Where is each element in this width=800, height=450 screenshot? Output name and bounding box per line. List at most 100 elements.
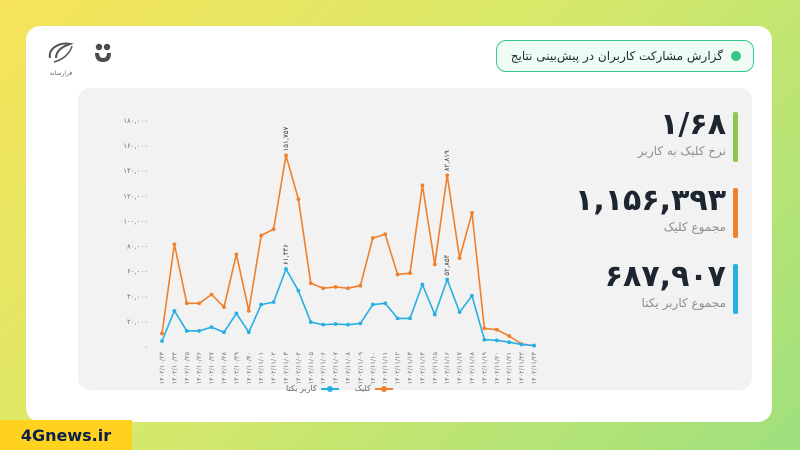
x-tick-label: ۱۴۰۲/۱۱/۱۰ [369,352,377,384]
data-point [482,326,487,331]
data-point [172,308,177,313]
x-tick-label: ۱۴۰۲/۱۰/۲۵ [183,351,191,384]
data-point [271,300,276,304]
x-tick-label: ۱۴۰۲/۱۱/۲۱ [505,352,513,384]
x-tick-label: ۱۴۰۲/۱۱/۰۸ [344,351,352,384]
data-point [284,267,288,271]
y-tick-label: ۴۰,۰۰۰ [127,293,148,301]
data-point [507,340,512,345]
x-tick-label: ۱۴۰۲/۱۰/۲۹ [232,351,240,384]
stat-accent-bar [733,112,738,162]
data-point [457,256,462,261]
stat-label: مجموع کلیک [663,220,726,234]
report-title: گزارش مشارکت کاربران در پیش‌بینی نتایج [510,49,723,63]
data-point [246,308,251,313]
x-tick-label: ۱۴۰۲/۱۱/۱۳ [406,351,414,384]
data-point [346,286,350,291]
data-point [308,320,313,325]
x-tick-label: ۱۴۰۲/۱۰/۲۳ [158,351,166,384]
x-tick-label: ۱۴۰۲/۱۱/۲۳ [530,351,538,384]
data-point [160,331,164,336]
x-tick-label: ۱۴۰۲/۱۱/۰۱ [257,352,265,384]
y-tick-label: ۱۸۰,۰۰۰ [123,117,148,125]
data-point [284,153,288,158]
x-tick-label: ۱۴۰۲/۱۰/۲۴ [170,351,178,384]
x-tick-label: ۱۴۰۲/۱۱/۰۵ [307,351,315,384]
x-tick-label: ۱۴۰۲/۱۱/۱۲ [394,351,402,384]
y-tick-label: ۸۰,۰۰۰ [127,243,148,251]
data-point [445,277,450,282]
data-point [532,343,536,348]
data-point [432,312,437,317]
legend-item-users: کاربر یکتا [286,384,339,393]
y-tick-label: ۱۴۰,۰۰۰ [123,167,148,175]
data-point [333,322,338,326]
x-tick-label: ۱۴۰۲/۱۱/۱۸ [468,351,476,384]
data-point [197,329,202,333]
data-point [209,292,214,297]
x-tick-label: ۱۴۰۲/۱۱/۱۶ [443,352,451,384]
data-point [432,262,437,267]
data-point [346,322,350,327]
x-tick-label: ۱۴۰۲/۱۱/۰۶ [319,352,327,384]
data-point [519,342,524,347]
legend-swatch-clicks [374,385,393,392]
stat-value: ۱,۱۵۶,۳۹۳ [575,183,726,218]
data-point [395,316,400,321]
chart-panel: ۰ ۲۰,۰۰۰ ۴۰,۰۰۰ ۶۰,۰۰۰ ۸۰,۰۰۰ ۱۰۰,۰۰۰ ۱۲۰,۰۰۰ ۱… [78,88,752,393]
data-label: ۵۲,۸۵۴ [443,254,451,275]
data-point [370,236,375,240]
data-point [383,232,388,237]
data-point [234,252,239,257]
brand-logo-secondary: فرارسانه [44,38,78,78]
x-tick-label: ۱۴۰۲/۱۱/۱۷ [456,351,464,384]
legend-label-users: کاربر یکتا [286,384,317,393]
data-point [296,288,301,293]
data-point [358,321,363,326]
data-point [507,334,512,338]
data-point [222,305,226,309]
data-point [234,311,239,316]
data-point [184,329,189,333]
y-tick-label: ۶۰,۰۰۰ [127,268,148,276]
x-tick-label: ۱۴۰۲/۱۱/۱۴ [418,351,426,384]
data-point [271,227,276,232]
y-tick-label: ۲۰,۰۰۰ [127,318,148,326]
data-point [457,310,462,314]
data-label: ۸۲,۸۱۹ [443,150,451,171]
data-point [470,211,474,215]
status-dot-icon [731,51,741,61]
data-point [209,325,214,330]
data-point [308,281,313,286]
data-point [259,233,264,238]
swirl-logo-icon [48,42,74,63]
data-point [184,301,189,306]
data-point [494,338,499,343]
data-point [370,302,375,307]
stat-label: نرخ کلیک به کاربر [637,144,726,158]
stat-value: ۱/۶۸ [660,107,726,142]
data-point [321,322,326,327]
data-point [408,316,412,321]
data-point [160,339,164,343]
site-watermark: 4Gnews.ir [0,420,132,450]
chart-legend: کلیک کاربر یکتا [286,384,393,393]
legend-item-clicks: کلیک [355,384,393,393]
data-point [358,283,363,288]
x-tick-label: ۱۴۰۲/۱۰/۲۸ [220,351,228,384]
stat-click-rate: ۱/۶۸ نرخ کلیک به کاربر [538,108,738,170]
stat-value: ۶۸۷,۹۰۷ [604,259,726,294]
report-title-pill: گزارش مشارکت کاربران در پیش‌بینی نتایج [495,40,754,72]
brand-logo-icon [95,43,111,62]
data-point [197,301,202,306]
stat-unique-users: ۶۸۷,۹۰۷ مجموع کاربر یکتا [538,260,738,322]
x-tick-label: ۱۴۰۲/۱۱/۰۹ [356,351,364,384]
y-tick-label: ۰ [144,343,148,351]
x-tick-label: ۱۴۰۲/۱۱/۱۵ [431,351,439,384]
x-tick-label: ۱۴۰۲/۱۱/۱۱ [381,352,389,384]
data-point [259,302,264,307]
line-chart: ۰ ۲۰,۰۰۰ ۴۰,۰۰۰ ۶۰,۰۰۰ ۸۰,۰۰۰ ۱۰۰,۰۰۰ ۱۲۰,۰۰۰ ۱… [123,117,538,384]
legend-swatch-users [320,385,339,392]
stat-total-clicks: ۱,۱۵۶,۳۹۳ مجموع کلیک [538,184,738,246]
stats-list: ۱/۶۸ نرخ کلیک به کاربر ۱,۱۵۶,۳۹۳ مجموع ک… [538,108,738,336]
